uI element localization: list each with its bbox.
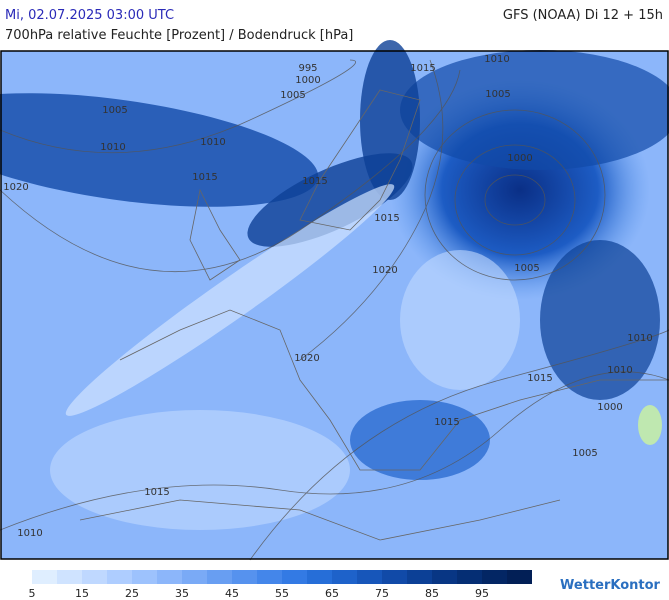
color-swatch [32, 570, 57, 584]
isobar-label: 1000 [507, 153, 532, 164]
colorbar-label: 25 [125, 587, 139, 600]
isobar-label: 1010 [17, 528, 42, 539]
isobar-label: 1000 [295, 75, 320, 86]
color-swatch [82, 570, 107, 584]
colorbar-label: 45 [225, 587, 239, 600]
isobar-label: 1015 [374, 213, 399, 224]
color-swatch [182, 570, 207, 584]
color-swatch [357, 570, 382, 584]
isobar-label: 1005 [485, 89, 510, 100]
isobar-label: 995 [298, 63, 317, 74]
isobar-label: 1015 [144, 487, 169, 498]
isobar-label: 1005 [572, 448, 597, 459]
isobar-label: 1015 [434, 417, 459, 428]
color-swatch [407, 570, 432, 584]
colorbar-label: 85 [425, 587, 439, 600]
isobar-label: 1015 [410, 63, 435, 74]
isobar-label: 1010 [607, 365, 632, 376]
colorbar-label: 95 [475, 587, 489, 600]
date: Mi, 02.07.2025 03:00 UTC [5, 8, 174, 23]
logo: WetterKontor [560, 578, 661, 593]
isobar-label: 1010 [100, 142, 125, 153]
color-swatch [457, 570, 482, 584]
colorbar: 5 15 25 35 45 55 65 75 85 95 [29, 570, 532, 600]
model: GFS (NOAA) Di 12 + 15h [503, 8, 663, 23]
isobar-label: 1010 [200, 137, 225, 148]
color-swatch [482, 570, 507, 584]
colorbar-label: 5 [29, 587, 36, 600]
color-swatch [57, 570, 82, 584]
isobar-label: 1015 [192, 172, 217, 183]
color-swatch [107, 570, 132, 584]
color-swatch [432, 570, 457, 584]
isobar-label: 1005 [280, 90, 305, 101]
color-swatch [232, 570, 257, 584]
isobar-label: 1015 [527, 373, 552, 384]
color-swatch [282, 570, 307, 584]
colorbar-label: 15 [75, 587, 89, 600]
colorbar-label: 35 [175, 587, 189, 600]
isobar-label: 1020 [3, 182, 28, 193]
isobar-label: 1005 [514, 263, 539, 274]
isobar-label: 1015 [302, 176, 327, 187]
isobar-label: 1000 [597, 402, 622, 413]
map [0, 40, 669, 561]
color-swatch [132, 570, 157, 584]
isobar-label: 1010 [627, 333, 652, 344]
isobar-label: 1020 [372, 265, 397, 276]
color-swatch [382, 570, 407, 584]
color-swatch [257, 570, 282, 584]
colorbar-label: 55 [275, 587, 289, 600]
color-swatch [207, 570, 232, 584]
isobar-label: 1010 [484, 54, 509, 65]
isobar-label: 1005 [102, 105, 127, 116]
color-swatch [332, 570, 357, 584]
color-swatch [307, 570, 332, 584]
isobar-label: 1020 [294, 353, 319, 364]
colorbar-label: 65 [325, 587, 339, 600]
colorbar-label: 75 [375, 587, 389, 600]
subtitle: 700hPa relative Feuchte [Prozent] / Bode… [5, 28, 353, 43]
color-swatch [157, 570, 182, 584]
color-swatch [507, 570, 532, 584]
